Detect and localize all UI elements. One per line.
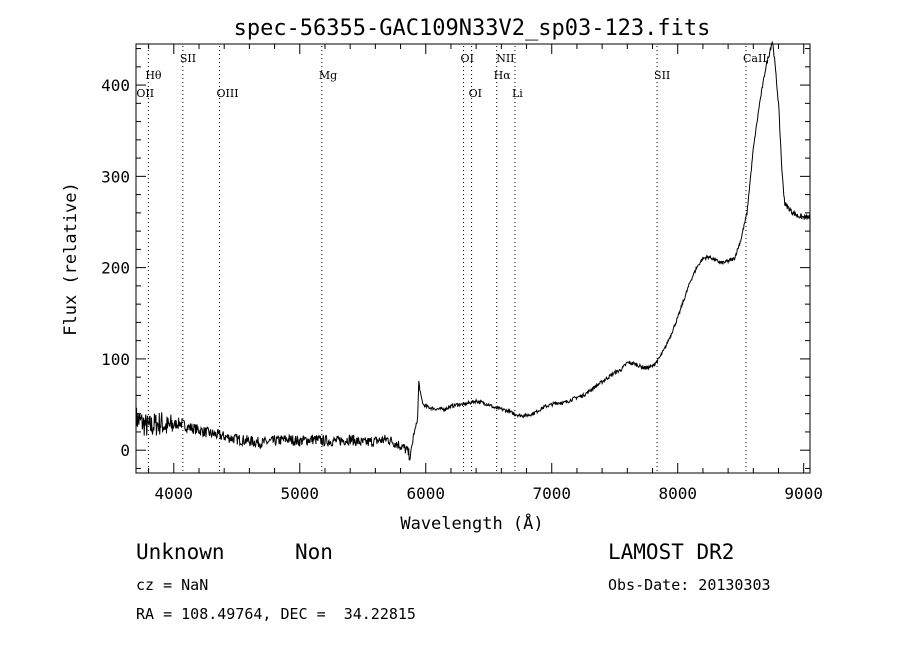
spectral-line-label: Hθ — [145, 69, 162, 82]
x-tick-label: 9000 — [784, 484, 823, 503]
spectral-line-label: Li — [512, 87, 523, 100]
spectral-line-label: SII — [654, 69, 670, 82]
survey-name: LAMOST DR2 — [608, 540, 735, 564]
spectral-line-label: SII — [180, 52, 196, 65]
x-tick-label: 6000 — [406, 484, 445, 503]
spectral-line-label: OII — [136, 87, 154, 100]
x-tick-label: 7000 — [532, 484, 571, 503]
plot-frame — [135, 43, 811, 474]
redshift-value: cz = NaN — [136, 576, 209, 594]
spectral-line-label: OI — [461, 52, 474, 65]
x-tick-label: 4000 — [155, 484, 194, 503]
y-tick-label: 300 — [101, 167, 130, 186]
spectral-line-label: CaII — [743, 52, 767, 65]
spectral-line-label: NII — [496, 52, 514, 65]
observation-date: Obs-Date: 20130303 — [608, 576, 771, 594]
spectrum-line — [135, 40, 811, 461]
chart-title: spec-56355-GAC109N33V2_sp03-123.fits — [234, 16, 711, 41]
object-class: Unknown — [136, 540, 225, 564]
x-tick-label: 8000 — [658, 484, 697, 503]
y-tick-label: 200 — [101, 259, 130, 278]
spectral-line-label: Mg — [319, 69, 337, 82]
x-tick-label: 5000 — [281, 484, 320, 503]
x-axis-label: Wavelength (Å) — [400, 512, 543, 534]
x-axis: 4000 5000 6000 7000 8000 9000 — [148, 44, 823, 503]
spectral-line-label: OI — [469, 87, 482, 100]
object-subclass: Non — [295, 540, 333, 564]
y-tick-label: 100 — [101, 350, 130, 369]
y-tick-label: 400 — [101, 76, 130, 95]
spectral-line-label: OIII — [217, 87, 239, 100]
spectral-line-label: Hα — [494, 69, 512, 82]
y-axis: 0 100 200 300 400 — [101, 48, 810, 469]
coordinates: RA = 108.49764, DEC = 34.22815 — [136, 605, 416, 623]
y-axis-label: Flux (relative) — [61, 182, 81, 336]
y-tick-label: 0 — [120, 441, 130, 460]
